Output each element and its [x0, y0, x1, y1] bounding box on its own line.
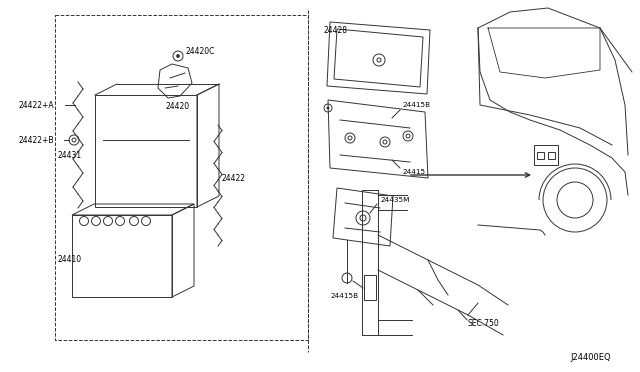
- Text: 24435M: 24435M: [380, 197, 410, 203]
- Bar: [364, 275, 376, 300]
- Text: 24420: 24420: [165, 102, 189, 110]
- Text: 24422+B: 24422+B: [18, 135, 54, 144]
- Text: 24420C: 24420C: [185, 46, 214, 55]
- Bar: [537, 152, 544, 159]
- Text: J24400EQ: J24400EQ: [570, 353, 611, 362]
- Text: 24410: 24410: [57, 256, 81, 264]
- Circle shape: [177, 55, 179, 58]
- Text: 24428: 24428: [324, 26, 348, 35]
- Text: 24415: 24415: [402, 169, 425, 175]
- Text: 24431: 24431: [57, 151, 81, 160]
- Text: SEC.750: SEC.750: [468, 318, 500, 327]
- Bar: [534, 145, 558, 165]
- Text: 24422: 24422: [222, 173, 246, 183]
- Text: 24415B: 24415B: [402, 102, 430, 108]
- Bar: [548, 152, 555, 159]
- Text: 24415B: 24415B: [330, 293, 358, 299]
- Circle shape: [326, 106, 330, 109]
- Text: 24422+A: 24422+A: [18, 100, 54, 109]
